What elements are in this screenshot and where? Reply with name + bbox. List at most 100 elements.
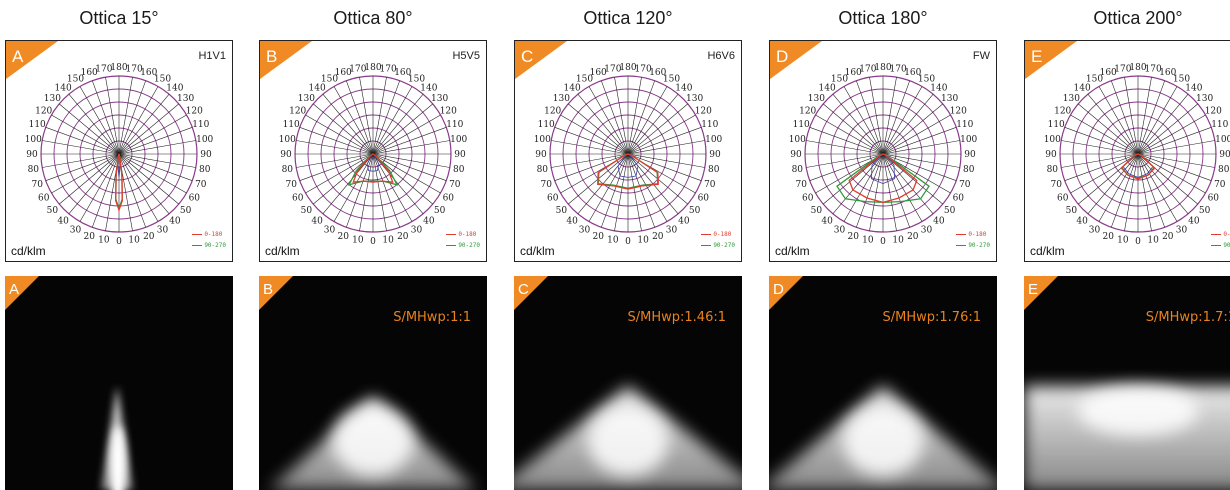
polar-spoke (806, 140, 884, 155)
angle-label: 70 (1050, 180, 1062, 190)
polar-spoke (627, 86, 668, 155)
polar-spoke (372, 153, 387, 231)
corner-tab (1024, 276, 1058, 310)
angle-label: 130 (431, 94, 448, 104)
curve-0-180 (848, 153, 918, 204)
angle-label: 110 (793, 120, 810, 130)
angle-label: 40 (1188, 217, 1200, 227)
polar-spoke (1137, 153, 1215, 168)
polar-spoke (1137, 153, 1178, 222)
polar-spoke (372, 127, 447, 155)
polar-spoke (372, 153, 424, 214)
curve-0-180 (597, 153, 659, 190)
angle-label: 120 (186, 107, 203, 117)
angle-label: 10 (1147, 236, 1159, 246)
angle-label: 140 (675, 83, 692, 93)
polar-spoke (372, 114, 441, 155)
angle-label: 120 (1205, 107, 1222, 117)
angle-label: 180 (619, 63, 636, 73)
polar-spoke (1061, 140, 1139, 155)
center-curve (617, 153, 639, 178)
polar-spoke (68, 153, 120, 214)
polar-spoke (551, 140, 629, 155)
beam-core (1078, 386, 1198, 436)
polar-spoke (79, 153, 120, 222)
angle-label: 150 (918, 75, 935, 85)
angle-label: 60 (1057, 194, 1069, 204)
angle-label: 70 (285, 180, 297, 190)
angle-label: 20 (83, 232, 95, 242)
angle-label: 140 (1185, 83, 1202, 93)
angle-label: 40 (933, 217, 945, 227)
optic-column: Ottica 200° 0 10 10 20 20 30 30 40 40 50 50 60 60 70 70… (1024, 0, 1230, 490)
polar-spoke (51, 153, 120, 194)
panel-letter: B (263, 281, 274, 298)
polar-spoke (882, 153, 960, 168)
polar-spoke (1098, 86, 1139, 155)
polar-spoke (68, 94, 120, 155)
light-beam-render: B S/MHwp:1:1 (259, 276, 487, 490)
angle-label: 70 (449, 180, 461, 190)
polar-spoke (313, 103, 374, 155)
angle-label: 130 (44, 94, 61, 104)
unit-label: cd/klm (520, 244, 555, 258)
angle-label: 130 (1196, 94, 1213, 104)
angle-label: 140 (1074, 83, 1091, 93)
light-beam-render: C S/MHwp:1.46:1 (514, 276, 742, 490)
polar-spoke (815, 114, 884, 155)
polar-spoke (45, 127, 120, 155)
optic-title: Ottica 80° (333, 8, 413, 28)
polar-spoke (346, 80, 374, 155)
polar-spoke (856, 153, 884, 228)
legend-label: 90-270 (1223, 242, 1230, 249)
polar-spoke (809, 153, 884, 181)
angle-label: 120 (799, 107, 816, 117)
polar-spoke (882, 80, 910, 155)
corner-tab (6, 41, 58, 79)
optic-title: Ottica 120° (583, 8, 673, 28)
angle-label: 0 (370, 237, 376, 247)
angle-label: 80 (1047, 165, 1059, 175)
polar-spoke (882, 94, 934, 155)
angle-label: 60 (443, 194, 455, 204)
legend-label: 0-180 (713, 231, 732, 238)
angle-label: 80 (282, 165, 294, 175)
curve-90-270 (347, 153, 399, 186)
angle-label: 30 (1089, 225, 1101, 235)
polar-spoke (118, 80, 146, 155)
angle-label: 160 (81, 68, 98, 78)
angle-label: 110 (446, 120, 463, 130)
polar-spoke (118, 114, 187, 155)
panel-letter: D (776, 47, 789, 66)
angle-label: 120 (544, 107, 561, 117)
angle-label: 90 (1045, 150, 1057, 160)
angle-label: 130 (1063, 94, 1080, 104)
angle-label: 100 (196, 135, 213, 145)
angle-label: 40 (57, 217, 69, 227)
angle-label: 0 (880, 237, 886, 247)
angle-label: 40 (821, 217, 833, 227)
legend: 0-180 90-270 (1211, 231, 1230, 249)
polar-spoke (1137, 153, 1206, 194)
angle-label: 80 (537, 165, 549, 175)
unit-label: cd/klm (775, 244, 810, 258)
angle-label: 80 (453, 165, 465, 175)
polar-spoke (1124, 153, 1139, 231)
beam-image (259, 276, 477, 490)
polar-spoke (1064, 127, 1139, 155)
angle-label: 90 (280, 150, 292, 160)
optic-column: Ottica 15° 0 10 10 20 20 30 30 40 40 50 50 60 60 70 70 8… (5, 0, 233, 490)
polar-spoke (1137, 140, 1215, 155)
polar-spoke (118, 103, 179, 155)
panel-letter: A (12, 47, 24, 66)
polar-spoke (869, 153, 884, 231)
polar-spoke (372, 153, 400, 228)
polar-spoke (59, 153, 120, 205)
angle-label: 180 (364, 63, 381, 73)
polar-spoke (614, 77, 629, 155)
angle-label: 10 (382, 236, 394, 246)
angle-label: 90 (1219, 150, 1230, 160)
angle-label: 60 (547, 194, 559, 204)
polar-spoke (882, 153, 923, 222)
optic-code: H5V5 (452, 50, 480, 62)
